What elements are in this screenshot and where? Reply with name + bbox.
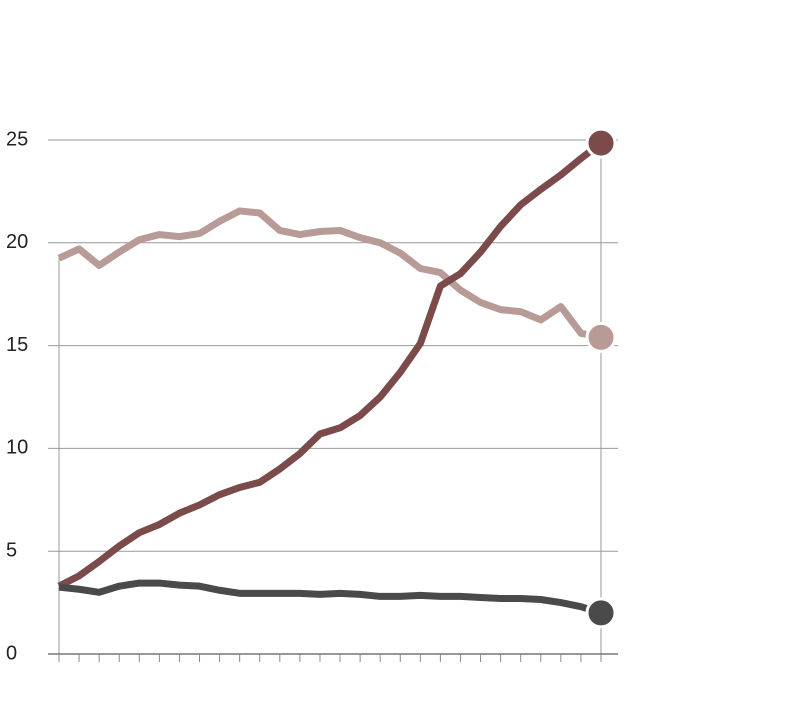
end-point	[585, 321, 617, 353]
y-tick-label: 5	[6, 539, 17, 561]
series-line	[58, 579, 603, 617]
y-tick-label: 25	[6, 128, 28, 150]
series-line	[57, 140, 604, 590]
y-tick-label: 20	[6, 231, 28, 253]
end-point	[585, 127, 617, 159]
series-line	[57, 207, 602, 341]
y-tick-label: 15	[6, 334, 28, 356]
y-tick-label: 10	[6, 437, 28, 459]
end-point	[585, 597, 617, 629]
y-tick-label: 0	[6, 642, 17, 664]
